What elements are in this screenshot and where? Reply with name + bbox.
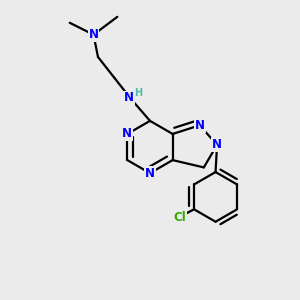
Text: N: N xyxy=(124,92,134,104)
Text: N: N xyxy=(195,119,205,132)
Text: N: N xyxy=(88,28,98,41)
Text: N: N xyxy=(122,128,132,140)
Text: N: N xyxy=(145,167,155,180)
Text: N: N xyxy=(212,138,222,152)
Text: H: H xyxy=(134,88,142,98)
Text: Cl: Cl xyxy=(173,211,186,224)
